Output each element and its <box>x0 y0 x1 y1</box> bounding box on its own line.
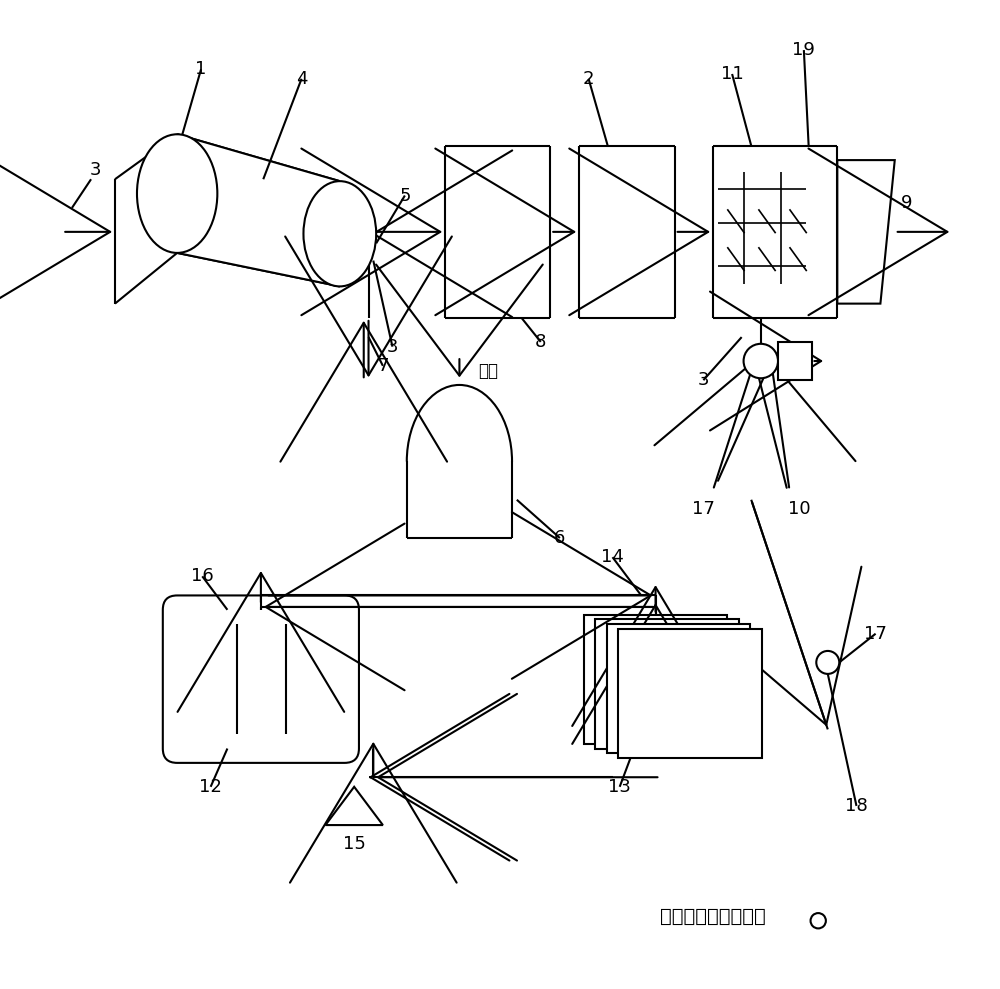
Ellipse shape <box>137 135 217 253</box>
Circle shape <box>744 344 778 378</box>
Text: 3: 3 <box>698 371 709 389</box>
Text: 3: 3 <box>387 337 398 356</box>
Polygon shape <box>177 135 340 287</box>
Text: 1: 1 <box>195 60 207 78</box>
Polygon shape <box>837 160 895 304</box>
Bar <box>584 614 727 744</box>
Bar <box>618 629 762 759</box>
Text: 14: 14 <box>601 548 624 566</box>
Text: 7: 7 <box>377 357 389 375</box>
Text: 3: 3 <box>90 160 102 179</box>
Text: 10: 10 <box>788 500 810 518</box>
Text: 17: 17 <box>692 500 715 518</box>
Text: 9: 9 <box>900 194 912 213</box>
Text: 6: 6 <box>554 529 566 547</box>
Text: 16: 16 <box>191 568 214 585</box>
Text: 13: 13 <box>608 777 631 796</box>
Text: 8: 8 <box>535 333 546 351</box>
Text: 19: 19 <box>792 42 815 59</box>
Text: 17: 17 <box>864 625 887 643</box>
Text: 沼气: 沼气 <box>478 362 498 380</box>
Bar <box>595 619 739 749</box>
FancyBboxPatch shape <box>163 595 359 763</box>
Bar <box>607 624 750 754</box>
Text: 4: 4 <box>296 70 307 88</box>
Circle shape <box>816 651 839 674</box>
Text: 11: 11 <box>721 65 743 83</box>
Text: 18: 18 <box>845 797 868 815</box>
Text: 冰糕厂用能总接线柱: 冰糕厂用能总接线柱 <box>660 907 766 926</box>
Text: 12: 12 <box>199 777 222 796</box>
Ellipse shape <box>303 181 376 287</box>
Text: 5: 5 <box>399 187 411 205</box>
Text: 2: 2 <box>583 70 594 88</box>
Text: 15: 15 <box>343 835 366 854</box>
Bar <box>778 342 812 380</box>
